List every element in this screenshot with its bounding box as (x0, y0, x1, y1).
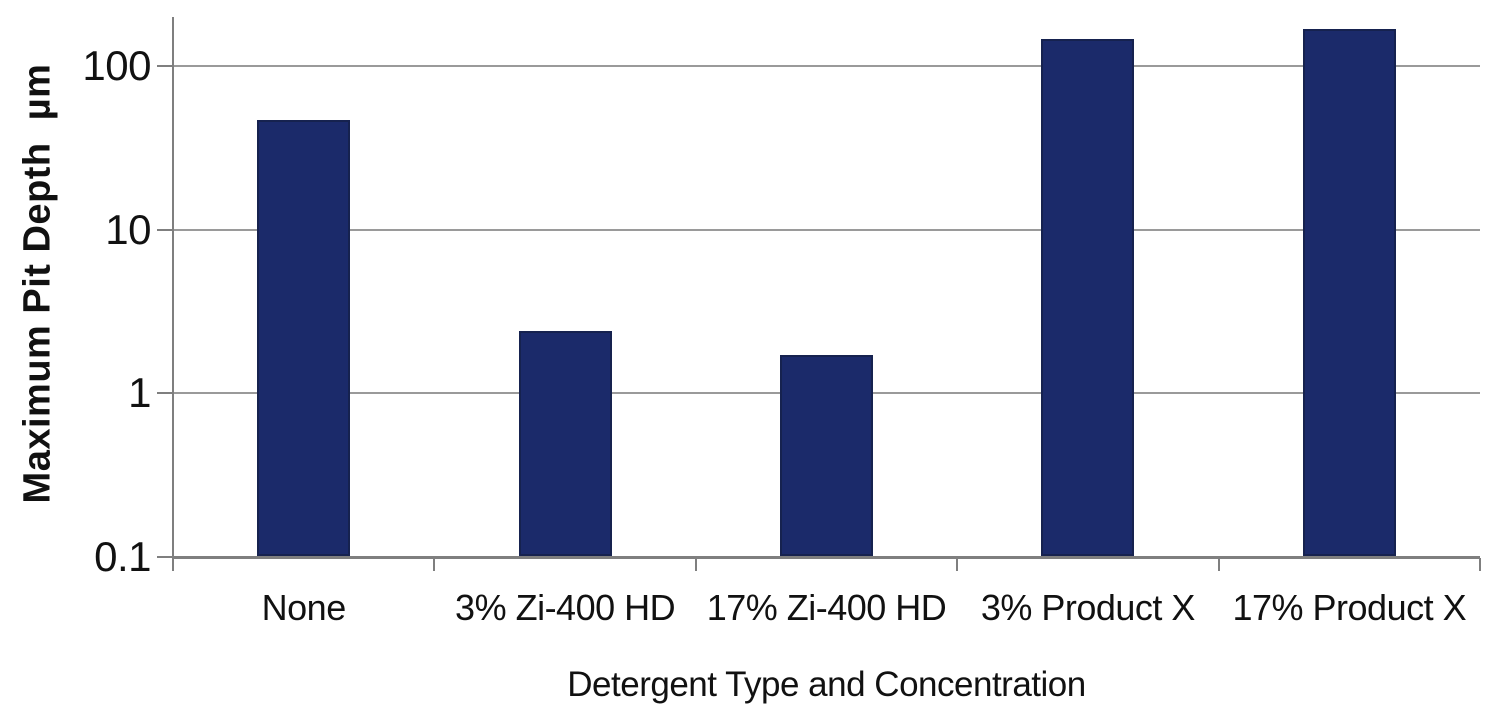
x-category-label: 17% Product X (1232, 587, 1467, 628)
x-axis-tick (1479, 557, 1481, 571)
y-tick-label: 0.1 (94, 532, 151, 580)
y-axis-tick (157, 555, 173, 558)
y-tick-label: 100 (82, 42, 151, 90)
y-tick-label: 10 (105, 205, 151, 253)
y-axis-tick (157, 392, 173, 395)
bar (518, 330, 612, 557)
bar (1041, 39, 1135, 557)
bar (257, 119, 351, 557)
x-category-label: 3% Product X (980, 587, 1196, 628)
x-axis-line (173, 555, 1480, 559)
y-axis-tick (157, 228, 173, 231)
y-axis-title: Maximum Pit Depth µm (16, 63, 59, 504)
major-gridline (173, 228, 1480, 231)
y-axis-line (172, 17, 174, 569)
x-category-label: 3% Zi-400 HD (455, 587, 676, 628)
x-category-label: 17% Zi-400 HD (706, 587, 947, 628)
bar (1302, 29, 1396, 557)
y-tick-label: 1 (128, 369, 151, 417)
x-axis-title: Detergent Type and Concentration (567, 665, 1086, 704)
x-axis-tick (1217, 557, 1220, 571)
x-axis-tick (172, 557, 174, 571)
x-axis-tick (433, 557, 436, 571)
y-axis-tick (157, 65, 173, 68)
bar (780, 355, 873, 557)
x-axis-tick (956, 557, 959, 571)
x-axis-tick (694, 557, 697, 571)
x-category-label: None (261, 587, 347, 628)
major-gridline (173, 65, 1480, 68)
